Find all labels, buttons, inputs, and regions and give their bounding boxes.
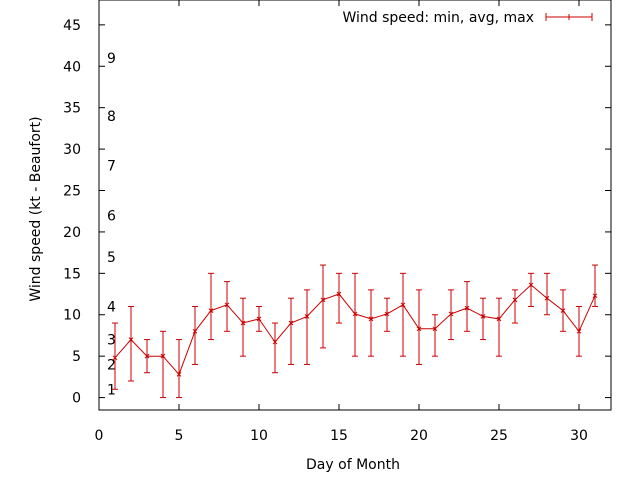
error-bar-day-5 xyxy=(176,339,182,399)
error-bar-day-27 xyxy=(528,272,534,307)
avg-point xyxy=(336,291,342,297)
error-bar-day-19 xyxy=(400,272,406,357)
y-tick-label: 45 xyxy=(63,18,81,34)
beaufort-label-3: 3 xyxy=(107,333,116,349)
avg-point xyxy=(400,302,406,308)
y-tick-label: 0 xyxy=(72,391,81,407)
error-bar-day-9 xyxy=(240,297,246,357)
y-tick-label: 5 xyxy=(72,349,81,365)
error-bar-day-18 xyxy=(384,297,390,332)
avg-point xyxy=(144,353,150,359)
x-tick-label: 15 xyxy=(330,428,348,444)
x-tick-label: 20 xyxy=(410,428,428,444)
error-bar-day-26 xyxy=(512,289,518,324)
avg-point xyxy=(288,320,294,326)
avg-point xyxy=(256,316,262,322)
error-bar-day-1 xyxy=(112,322,118,390)
avg-point xyxy=(368,316,374,322)
avg-point xyxy=(112,355,118,361)
y-tick-label: 10 xyxy=(63,308,81,324)
avg-point xyxy=(224,302,230,308)
error-bar-day-16 xyxy=(352,272,358,357)
error-bar-day-4 xyxy=(160,330,166,399)
avg-point xyxy=(240,320,246,326)
x-tick-label: 30 xyxy=(570,428,588,444)
error-bar-day-12 xyxy=(288,297,294,365)
avg-point xyxy=(480,314,486,319)
series-layer xyxy=(112,264,598,399)
error-bar-day-7 xyxy=(208,272,214,341)
error-bar-day-8 xyxy=(224,281,230,332)
error-bar-day-30 xyxy=(576,305,582,357)
beaufort-labels: 1 2 3 4 5 6 7 8 9 xyxy=(107,51,116,398)
beaufort-label-2: 2 xyxy=(107,357,116,373)
error-bar-day-11 xyxy=(272,322,278,374)
y-tick-label: 20 xyxy=(63,225,81,241)
error-bar-day-15 xyxy=(336,272,342,324)
error-bar-day-29 xyxy=(560,289,566,332)
y-tick-label: 40 xyxy=(63,59,81,75)
error-bar-day-3 xyxy=(144,339,150,374)
y-tick-label: 30 xyxy=(63,142,81,158)
error-bar-day-22 xyxy=(448,289,454,341)
y-tick-label: 35 xyxy=(63,101,81,117)
avg-point xyxy=(496,316,502,322)
avg-point xyxy=(448,311,454,317)
error-bar-day-20 xyxy=(416,289,422,365)
avg-point xyxy=(576,328,582,334)
avg-point xyxy=(416,326,422,332)
x-tick-label: 0 xyxy=(95,428,104,444)
error-bar-day-21 xyxy=(432,314,438,357)
x-tick-label: 10 xyxy=(250,428,268,444)
beaufort-label-5: 5 xyxy=(107,250,116,266)
avg-point xyxy=(192,328,198,334)
avg-point xyxy=(384,311,390,317)
y-tick-label: 15 xyxy=(63,266,81,282)
plot-frame xyxy=(98,0,612,411)
error-bar-day-28 xyxy=(544,272,550,316)
y-tick-label: 25 xyxy=(63,184,81,200)
error-bar-day-23 xyxy=(464,281,470,332)
avg-point xyxy=(592,293,598,299)
beaufort-label-4: 4 xyxy=(107,299,116,315)
error-bar-day-10 xyxy=(256,305,262,332)
beaufort-label-1: 1 xyxy=(107,382,116,398)
avg-point xyxy=(512,297,518,303)
error-bar-day-24 xyxy=(480,297,486,341)
avg-point xyxy=(176,372,182,377)
y-axis-label: Wind speed (kt - Beaufort) xyxy=(28,116,44,301)
legend-label: Wind speed: min, avg, max xyxy=(342,10,534,26)
error-bar-day-31 xyxy=(592,264,598,307)
legend: Wind speed: min, avg, max xyxy=(342,10,593,26)
avg-point xyxy=(160,353,166,359)
beaufort-label-9: 9 xyxy=(107,51,116,67)
error-bar-day-2 xyxy=(128,305,134,382)
x-tick-label: 5 xyxy=(175,428,184,444)
error-bar-day-6 xyxy=(192,305,198,365)
error-bar-day-14 xyxy=(320,264,326,349)
beaufort-label-6: 6 xyxy=(107,208,116,224)
avg-point xyxy=(560,308,566,313)
avg-point xyxy=(544,295,550,301)
avg-point xyxy=(528,282,534,288)
x-tick-label: 25 xyxy=(490,428,508,444)
error-bar-day-17 xyxy=(368,289,374,357)
avg-point xyxy=(432,326,438,332)
avg-point xyxy=(320,297,326,303)
avg-point xyxy=(304,314,310,319)
error-bar-day-13 xyxy=(304,289,310,365)
beaufort-label-8: 8 xyxy=(107,109,116,125)
avg-point xyxy=(352,311,358,317)
x-axis-label: Day of Month xyxy=(306,457,400,473)
avg-point xyxy=(464,305,470,311)
avg-point xyxy=(272,339,278,345)
avg-point xyxy=(128,337,134,342)
error-bar-day-25 xyxy=(496,297,502,357)
avg-point xyxy=(208,308,214,313)
beaufort-label-7: 7 xyxy=(107,159,116,175)
